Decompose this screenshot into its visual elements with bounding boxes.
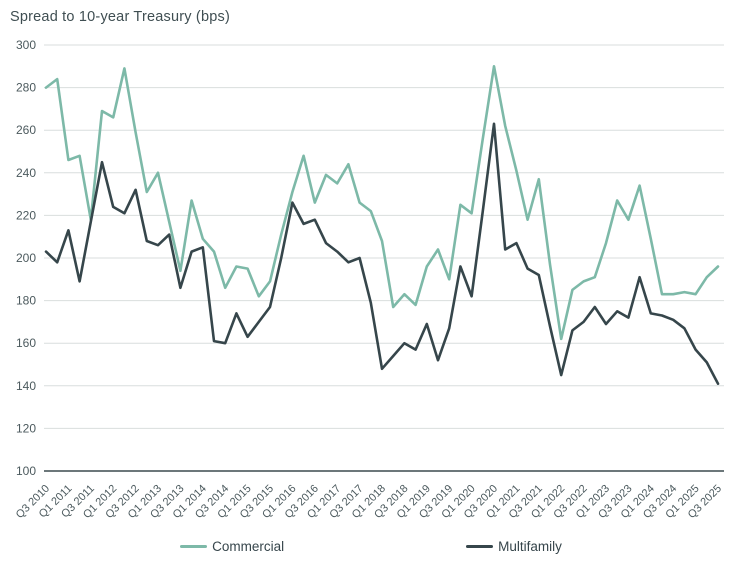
legend-item-commercial[interactable]: Commercial <box>180 539 284 554</box>
y-tick-label: 120 <box>16 421 36 435</box>
legend-item-multifamily[interactable]: Multifamily <box>466 539 562 554</box>
y-tick-label: 240 <box>16 166 36 180</box>
chart-title: Spread to 10-year Treasury (bps) <box>10 9 230 25</box>
legend-label-multifamily: Multifamily <box>498 539 562 554</box>
commercial-line-swatch-icon <box>180 545 208 548</box>
multifamily-line-swatch-icon <box>466 544 494 549</box>
legend-label-commercial: Commercial <box>212 539 285 554</box>
y-tick-label: 160 <box>16 336 36 350</box>
y-tick-label: 140 <box>16 379 36 393</box>
chart-legend: Commercial Multifamily <box>0 539 742 554</box>
y-tick-label: 100 <box>16 464 36 478</box>
commercial-line <box>44 65 720 341</box>
y-tick-label: 180 <box>16 294 36 308</box>
y-tick-label: 220 <box>16 208 36 222</box>
y-tick-label: 300 <box>16 38 36 52</box>
y-tick-label: 280 <box>16 81 36 95</box>
multifamily-line <box>44 122 720 386</box>
y-tick-label: 200 <box>16 251 36 265</box>
y-tick-label: 260 <box>16 123 36 137</box>
